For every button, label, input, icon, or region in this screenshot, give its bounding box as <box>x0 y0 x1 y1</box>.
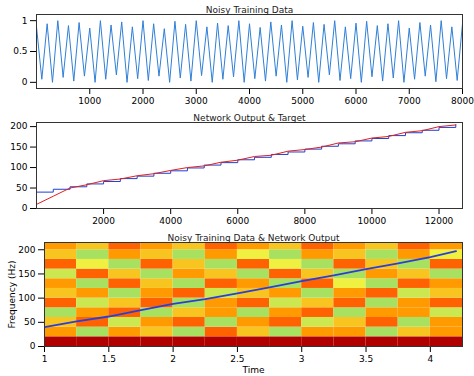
svg-text:2000: 2000 <box>132 96 155 106</box>
svg-text:8000: 8000 <box>293 216 316 226</box>
svg-text:3000: 3000 <box>185 96 208 106</box>
svg-text:50: 50 <box>16 183 28 193</box>
svg-text:4000: 4000 <box>159 216 182 226</box>
svg-text:3.5: 3.5 <box>359 354 373 364</box>
svg-text:5000: 5000 <box>291 96 314 106</box>
svg-text:Network Output & Target: Network Output & Target <box>193 113 306 123</box>
svg-text:8000: 8000 <box>451 96 474 106</box>
svg-text:1: 1 <box>42 354 48 364</box>
svg-text:0: 0 <box>22 203 28 213</box>
svg-text:3: 3 <box>299 354 305 364</box>
svg-text:0: 0 <box>22 77 28 87</box>
svg-text:10000: 10000 <box>358 216 387 226</box>
svg-text:0: 0 <box>30 341 36 351</box>
svg-text:50: 50 <box>24 317 36 327</box>
svg-text:4: 4 <box>427 354 433 364</box>
svg-text:6000: 6000 <box>226 216 249 226</box>
svg-text:0.5: 0.5 <box>13 46 27 56</box>
svg-text:200: 200 <box>10 121 27 131</box>
svg-text:6000: 6000 <box>345 96 368 106</box>
svg-text:150: 150 <box>18 269 35 279</box>
svg-text:1000: 1000 <box>78 96 101 106</box>
svg-text:100: 100 <box>10 162 27 172</box>
svg-text:Noisy Training Data & Network: Noisy Training Data & Network Output <box>168 233 340 243</box>
svg-text:2.5: 2.5 <box>230 354 244 364</box>
svg-text:1.5: 1.5 <box>102 354 116 364</box>
svg-text:7000: 7000 <box>398 96 421 106</box>
svg-text:Noisy Training Data: Noisy Training Data <box>206 5 293 15</box>
svg-text:200: 200 <box>18 245 35 255</box>
svg-text:12000: 12000 <box>425 216 454 226</box>
svg-text:1: 1 <box>22 16 28 26</box>
svg-text:150: 150 <box>10 142 27 152</box>
svg-text:Time: Time <box>241 365 264 375</box>
svg-text:2000: 2000 <box>92 216 115 226</box>
svg-text:Frequency (Hz): Frequency (Hz) <box>7 261 17 329</box>
svg-text:4000: 4000 <box>238 96 261 106</box>
svg-text:2: 2 <box>170 354 176 364</box>
svg-text:100: 100 <box>18 293 35 303</box>
